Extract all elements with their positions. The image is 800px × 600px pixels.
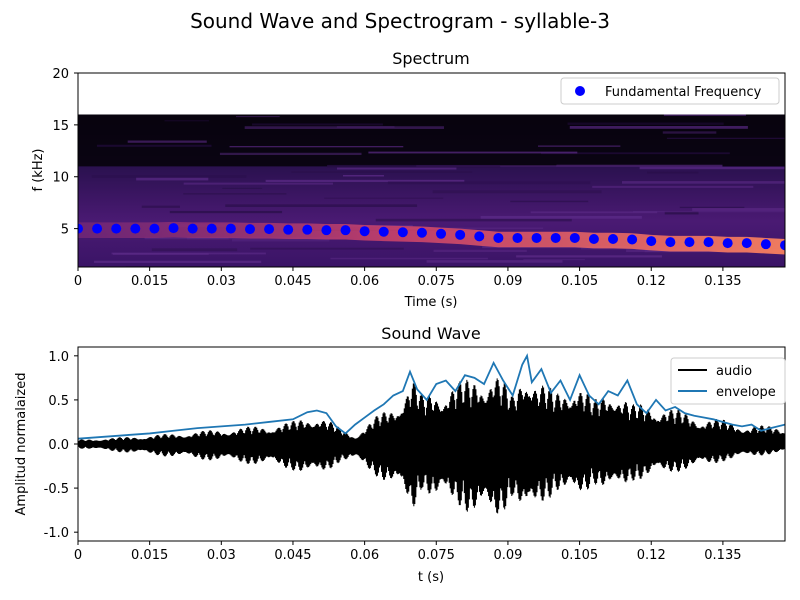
fundamental-frequency-point xyxy=(225,223,236,234)
x-tick-label: 0.03 xyxy=(207,548,236,563)
spectrogram-panel: Spectrum 0 0.015 0.03 0.045 0.06 0.075 0.09 0.1… xyxy=(31,49,786,310)
spectrogram-x-ticks: 0 0.015 0.03 0.045 0.06 0.075 0.09 0.105 0.12 0.1… xyxy=(74,267,742,289)
fundamental-frequency-point xyxy=(187,223,198,234)
legend-envelope-label: envelope xyxy=(716,385,776,400)
x-tick-label: 0.135 xyxy=(704,548,741,563)
spectrogram-title: Spectrum xyxy=(392,49,470,68)
fundamental-frequency-point xyxy=(550,232,561,243)
fundamental-frequency-point xyxy=(264,224,275,235)
x-tick-label: 0 xyxy=(74,274,82,289)
spectrogram-x-label: Time (s) xyxy=(404,295,458,310)
fundamental-frequency-point xyxy=(340,225,351,236)
x-tick-label: 0.015 xyxy=(131,274,168,289)
fundamental-frequency-point xyxy=(665,237,676,248)
y-tick-label: -1.0 xyxy=(44,526,69,541)
x-tick-label: 0.105 xyxy=(561,548,598,563)
fundamental-frequency-point xyxy=(168,223,179,234)
x-tick-label: 0.075 xyxy=(418,548,455,563)
fundamental-frequency-point xyxy=(130,223,141,234)
x-tick-label: 0.045 xyxy=(274,548,311,563)
fundamental-frequency-point xyxy=(780,240,785,251)
x-tick-label: 0.12 xyxy=(637,548,666,563)
fundamental-frequency-point xyxy=(359,226,370,237)
envelope-line xyxy=(78,353,785,440)
x-tick-label: 0.045 xyxy=(274,274,311,289)
fundamental-frequency-point xyxy=(321,225,332,236)
x-tick-label: 0.06 xyxy=(350,548,379,563)
fundamental-frequency-point xyxy=(92,223,103,234)
waveform-y-ticks: 1.0 0.5 0.0 -0.5 -1.0 xyxy=(44,350,78,541)
fundamental-frequency-point xyxy=(397,227,408,238)
fundamental-frequency-point xyxy=(646,236,657,247)
fundamental-frequency-point xyxy=(378,226,389,237)
figure-title: Sound Wave and Spectrogram - syllable-3 xyxy=(190,9,610,33)
fundamental-frequency-point xyxy=(302,224,313,235)
x-tick-label: 0.015 xyxy=(131,548,168,563)
legend-audio-label: audio xyxy=(716,364,752,379)
x-tick-label: 0.135 xyxy=(704,274,741,289)
fundamental-frequency-point xyxy=(627,234,638,245)
x-tick-label: 0.075 xyxy=(418,274,455,289)
x-tick-label: 0.105 xyxy=(561,274,598,289)
fundamental-frequency-point xyxy=(78,223,83,234)
spectrogram-y-label: f (kHz) xyxy=(31,149,46,192)
fundamental-frequency-point xyxy=(741,238,752,249)
fundamental-frequency-point xyxy=(416,227,427,238)
fundamental-frequency-point xyxy=(569,232,580,243)
y-tick-label: 10 xyxy=(52,171,69,186)
fundamental-frequency-point xyxy=(722,238,733,249)
x-tick-label: 0.06 xyxy=(350,274,379,289)
y-tick-label: -0.5 xyxy=(44,482,69,497)
fundamental-frequency-point xyxy=(608,233,619,244)
waveform-y-label: Amplitud normalaized xyxy=(14,373,29,516)
fundamental-frequency-point xyxy=(206,223,217,234)
x-tick-label: 0.12 xyxy=(637,274,666,289)
x-tick-label: 0.09 xyxy=(493,548,522,563)
fundamental-frequency-point xyxy=(588,233,599,244)
x-tick-label: 0.09 xyxy=(493,274,522,289)
spectrogram-y-ticks: 5 10 15 20 xyxy=(52,67,78,238)
fundamental-frequency-point xyxy=(455,229,466,240)
fundamental-frequency-point xyxy=(283,224,294,235)
fundamental-frequency-point xyxy=(684,237,695,248)
waveform-x-label: t (s) xyxy=(418,570,444,585)
fundamental-frequency-point xyxy=(703,237,714,248)
legend-fundamental-label: Fundamental Frequency xyxy=(605,85,762,100)
waveform-x-ticks: 0 0.015 0.03 0.045 0.06 0.075 0.09 0.105 0.12 0.1… xyxy=(74,541,742,563)
y-tick-label: 0.5 xyxy=(48,394,69,409)
fundamental-frequency-points xyxy=(78,223,785,251)
waveform-panel: Sound Wave 0 0.015 0.03 0.045 0.06 0.075 0.09 0… xyxy=(14,324,786,585)
fundamental-frequency-point xyxy=(111,223,122,234)
waveform-lines xyxy=(78,353,785,514)
y-tick-label: 5 xyxy=(61,223,69,238)
y-tick-label: 15 xyxy=(52,119,69,134)
fundamental-frequency-point xyxy=(531,232,542,243)
waveform-title: Sound Wave xyxy=(381,324,480,343)
x-tick-label: 0 xyxy=(74,548,82,563)
fundamental-frequency-point xyxy=(244,224,255,235)
waveform-legend: audio envelope xyxy=(670,357,786,405)
fundamental-frequency-point xyxy=(149,223,160,234)
y-tick-label: 20 xyxy=(52,67,69,82)
fundamental-frequency-point xyxy=(474,231,485,242)
y-tick-label: 1.0 xyxy=(48,350,69,365)
spectrogram-legend: Fundamental Frequency xyxy=(560,77,780,105)
x-tick-label: 0.03 xyxy=(207,274,236,289)
legend-fundamental-marker xyxy=(575,86,585,96)
y-tick-label: 0.0 xyxy=(48,438,69,453)
fundamental-frequency-point xyxy=(760,239,771,250)
fundamental-frequency-point xyxy=(436,228,447,239)
fundamental-frequency-point xyxy=(493,232,504,243)
fundamental-frequency-point xyxy=(512,232,523,243)
audio-line xyxy=(78,378,785,514)
